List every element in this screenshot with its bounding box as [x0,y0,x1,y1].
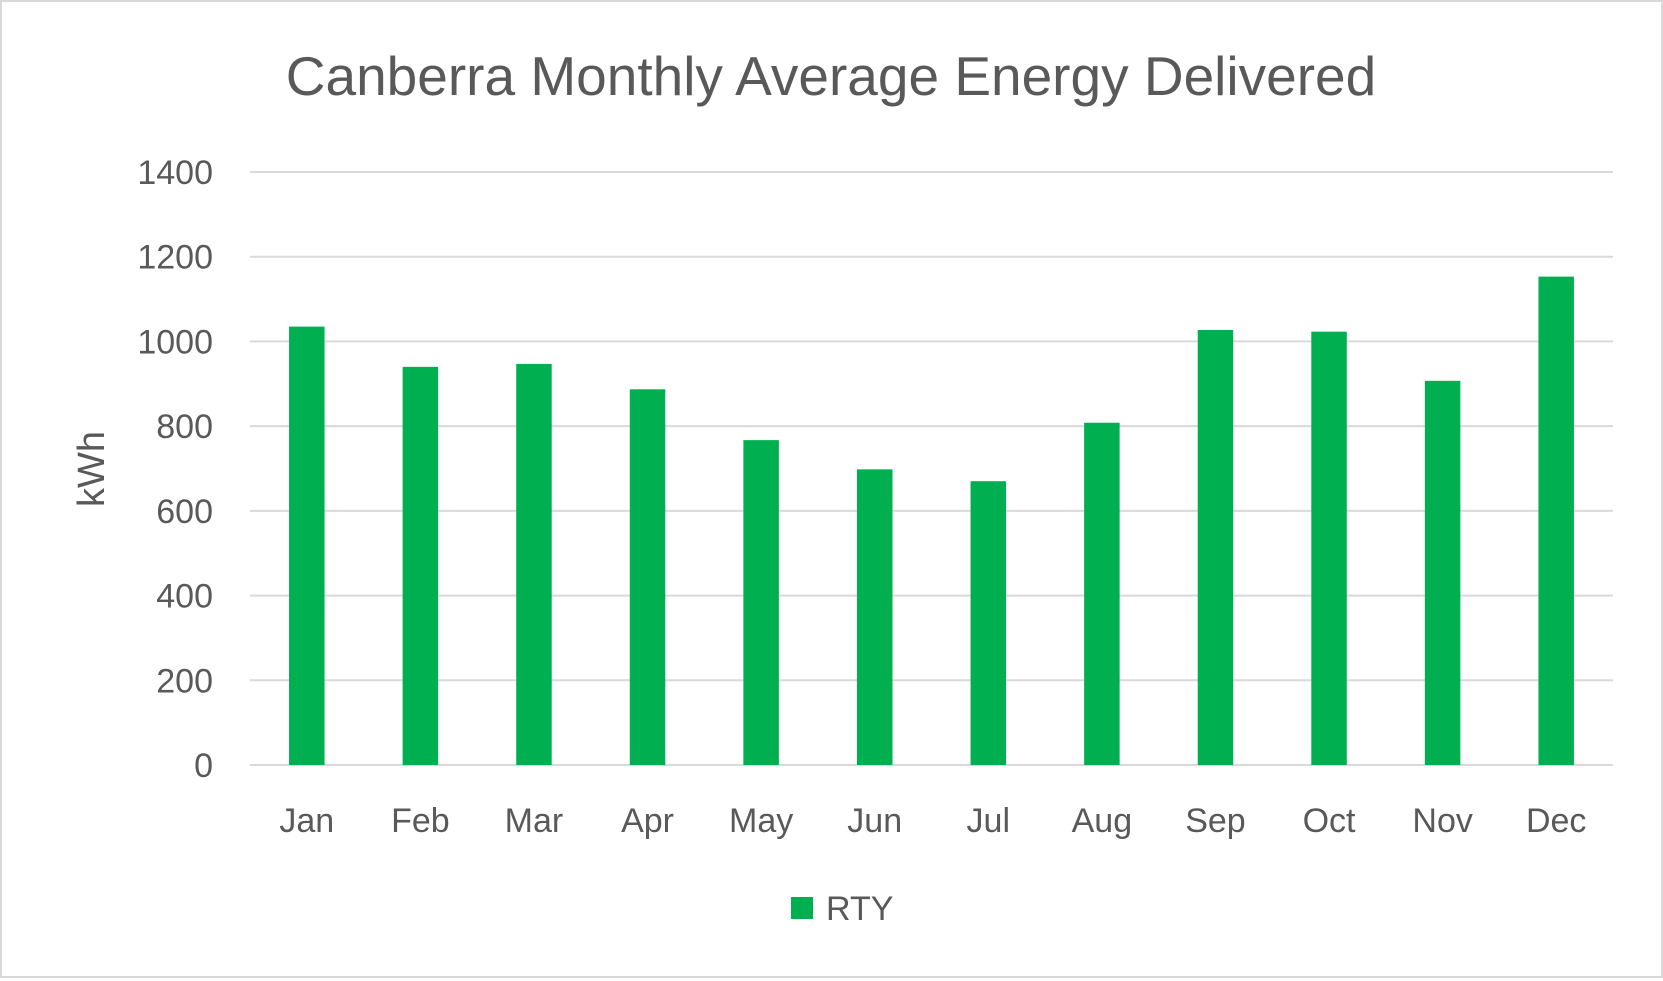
x-tick-label: Apr [621,802,674,840]
y-tick-label: 600 [156,493,213,531]
bar-feb [402,366,439,765]
y-tick-label: 200 [156,662,213,700]
bar-jan [289,326,325,765]
y-axis-label: kWh [71,431,113,507]
y-axis-ticks: 0 200 400 600 800 1000 1200 1400 [137,154,213,785]
x-tick-label: Feb [391,802,450,840]
x-tick-label: Nov [1412,802,1472,840]
x-axis-ticks: Jan Feb Mar Apr May Jun Jul Aug Sep Oct Nov Dec [279,802,1586,840]
bars [289,276,1574,765]
bar-jun [856,469,893,765]
gridlines [250,171,1613,766]
bar-nov [1424,380,1461,765]
y-tick-label: 1400 [137,154,213,192]
y-tick-label: 1200 [137,239,213,277]
x-tick-label: May [729,802,793,840]
x-tick-label: Jan [279,802,334,840]
x-tick-label: Jun [847,802,902,840]
bar-oct [1311,331,1347,765]
x-tick-label: Sep [1185,802,1246,840]
bar-may [743,440,779,765]
legend-label: RTY [826,890,893,928]
x-tick-label: Jul [967,802,1010,840]
bar-aug [1084,422,1120,765]
bar-apr [629,389,666,765]
x-tick-label: Aug [1072,802,1133,840]
x-tick-label: Mar [505,802,564,840]
y-tick-label: 800 [156,408,213,446]
chart-title: Canberra Monthly Average Energy Delivere… [286,45,1376,107]
bar-sep [1197,329,1234,765]
y-tick-label: 1000 [137,323,213,361]
x-tick-label: Oct [1303,802,1356,840]
bar-mar [516,363,552,765]
bar-dec [1538,276,1574,765]
legend: RTY [791,890,893,928]
y-tick-label: 0 [194,747,213,785]
x-tick-label: Dec [1526,802,1586,840]
bar-jul [970,481,1007,765]
legend-swatch [791,897,813,919]
y-tick-label: 400 [156,578,213,616]
